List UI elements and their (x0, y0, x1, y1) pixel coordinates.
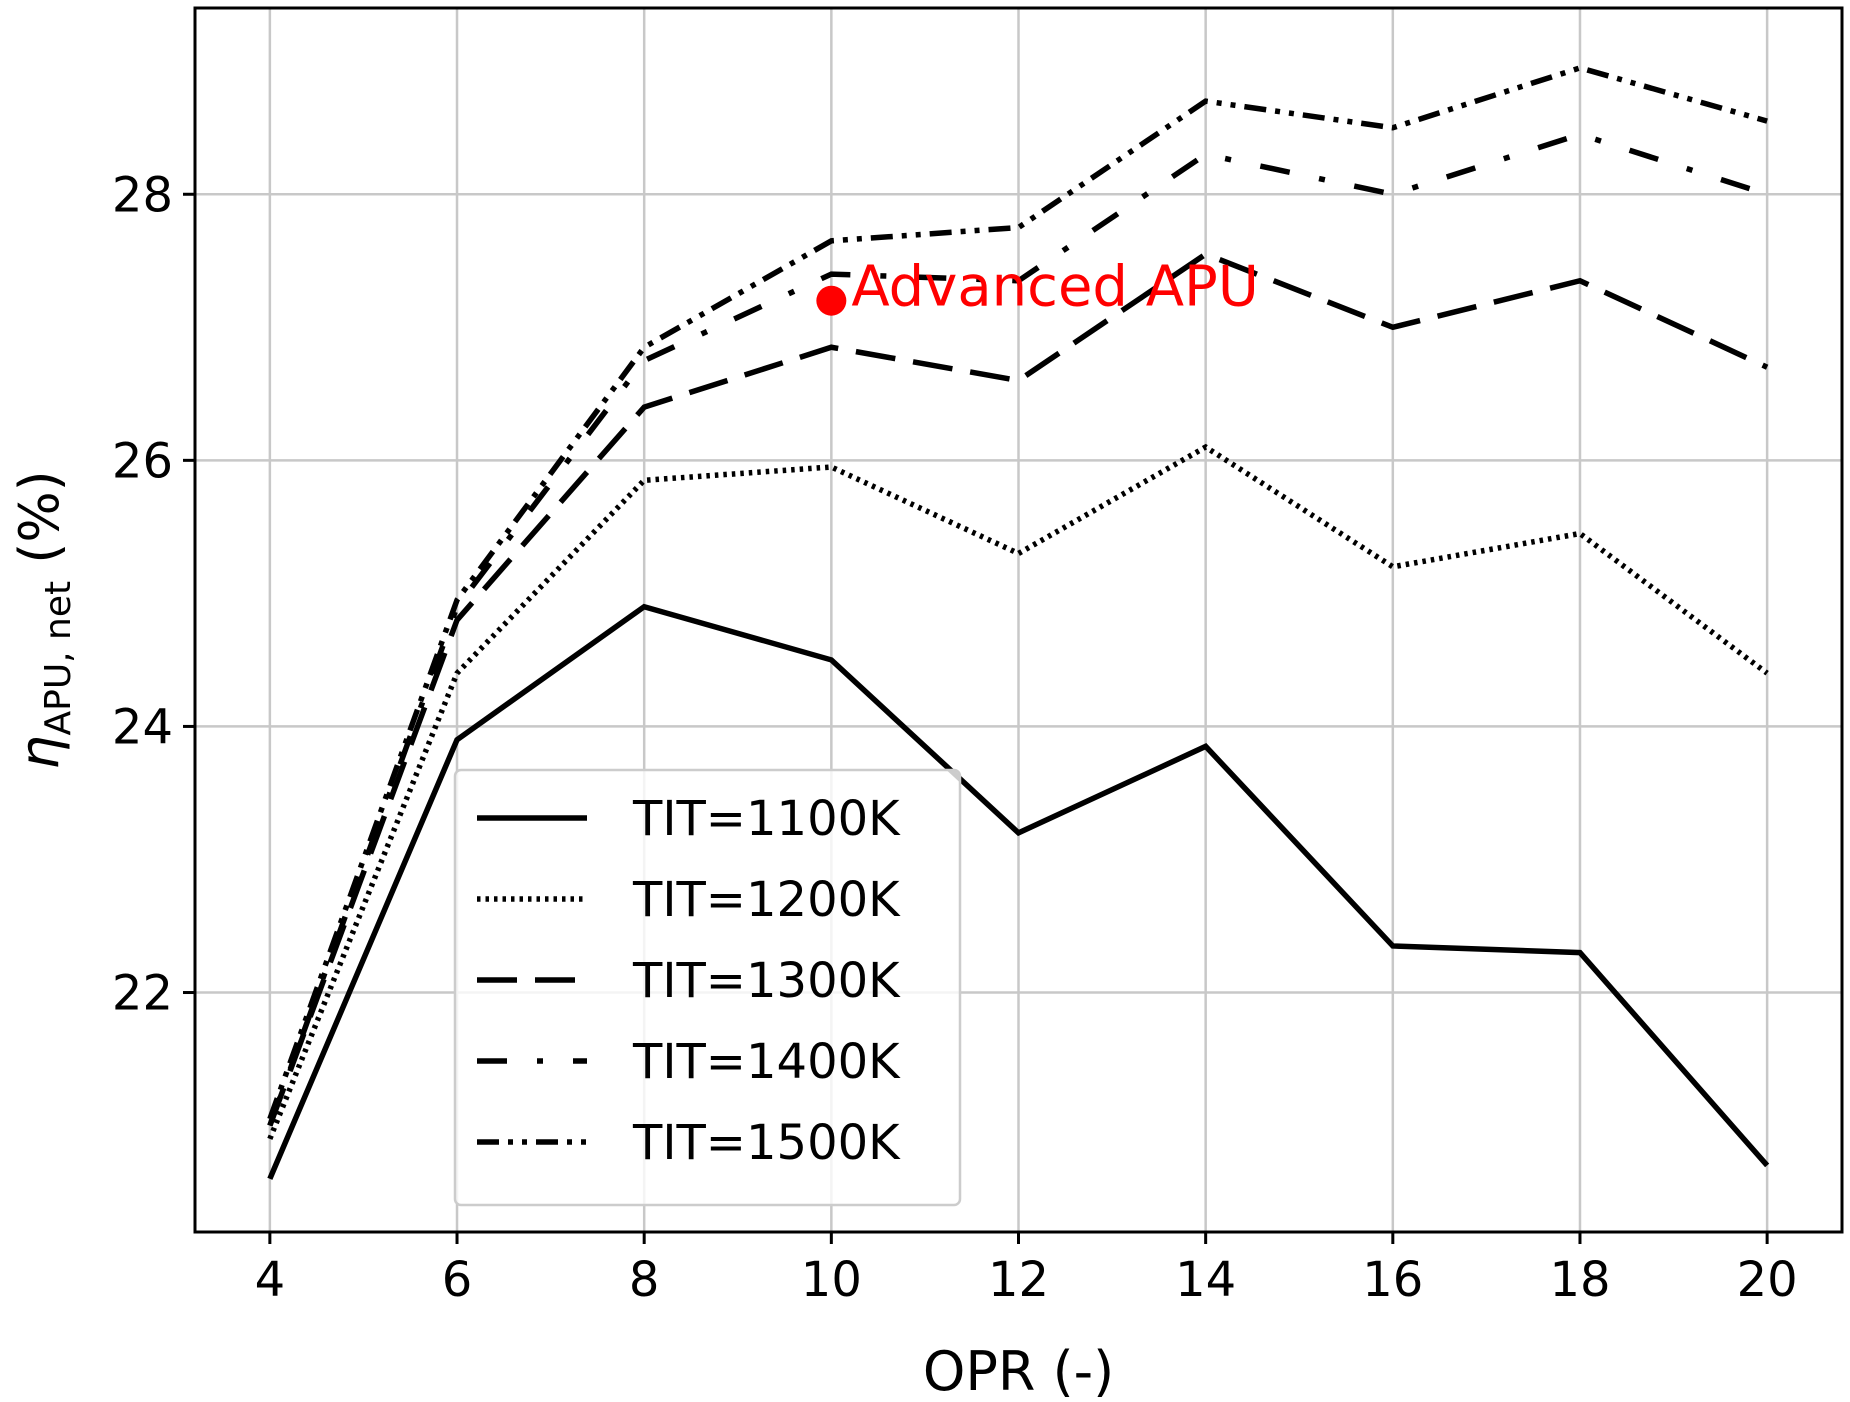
series-line-5 (267, 64, 1768, 1120)
legend-label: TIT=1400K (632, 1034, 901, 1090)
legend-label: TIT=1100K (632, 791, 901, 847)
legend-label: TIT=1300K (632, 953, 901, 1009)
x-tick-label: 8 (629, 1252, 660, 1308)
series-lines (267, 64, 1770, 1180)
x-tick-label: 18 (1549, 1252, 1610, 1308)
y-tick-label: 26 (112, 433, 173, 489)
x-tick-label: 16 (1362, 1252, 1423, 1308)
legend-label: TIT=1500K (632, 1115, 901, 1171)
axis-ticks: 4 6 8 10 12 14 16 18 20 22 24 26 28 (112, 167, 1798, 1308)
y-tick-label: 24 (112, 699, 173, 755)
y-axis-label-main: η (8, 736, 71, 770)
y-axis-label-subscript: APU, net (38, 581, 79, 736)
y-tick-label: 28 (112, 167, 173, 223)
annotation-label: Advanced APU (851, 255, 1258, 320)
series-line-1 (267, 603, 1770, 1180)
x-tick-label: 12 (988, 1252, 1049, 1308)
y-axis-label-suffix: (%) (8, 470, 71, 581)
legend: TIT=1100K TIT=1200K TIT=1300K TIT=1400K TIT=… (453, 768, 962, 1207)
x-tick-label: 14 (1175, 1252, 1236, 1308)
y-tick-label: 22 (112, 966, 173, 1022)
x-tick-label: 4 (255, 1252, 286, 1308)
grid (195, 8, 1842, 1232)
annotations: Advanced APU (816, 255, 1259, 320)
x-axis-label: OPR (-) (923, 1340, 1114, 1402)
series-line-2 (267, 443, 1769, 1140)
annotation-point (816, 285, 847, 316)
series-line-4 (267, 131, 1768, 1127)
x-tick-label: 20 (1737, 1252, 1798, 1308)
x-tick-label: 10 (801, 1252, 862, 1308)
x-tick-label: 6 (442, 1252, 473, 1308)
legend-box (453, 768, 962, 1207)
y-axis-label: ηAPU, net (%) (8, 470, 79, 770)
legend-label: TIT=1200K (632, 872, 901, 928)
series-line-3 (267, 251, 1769, 1127)
